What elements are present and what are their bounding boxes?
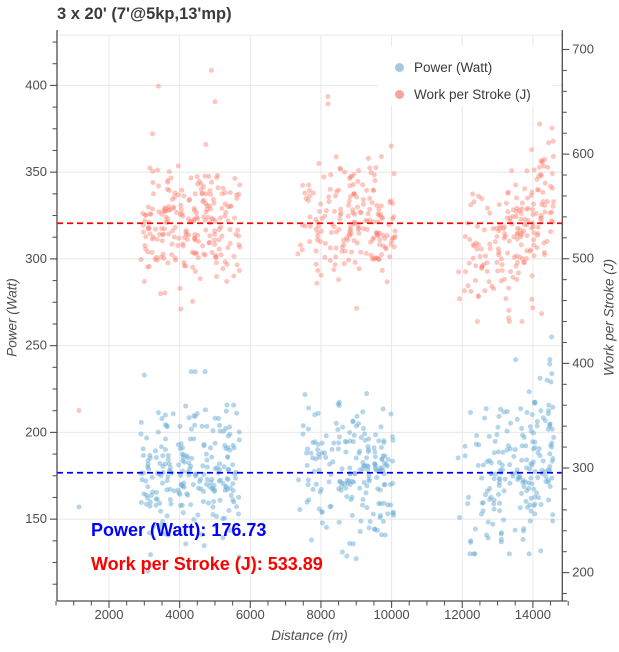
svg-text:700: 700: [572, 41, 594, 56]
svg-text:10000: 10000: [374, 607, 410, 622]
svg-text:12000: 12000: [444, 607, 480, 622]
svg-text:200: 200: [572, 565, 594, 580]
svg-text:600: 600: [572, 146, 594, 161]
svg-text:8000: 8000: [306, 607, 335, 622]
svg-text:400: 400: [572, 355, 594, 370]
svg-text:6000: 6000: [236, 607, 265, 622]
svg-text:200: 200: [25, 424, 47, 439]
svg-text:300: 300: [572, 460, 594, 475]
svg-text:350: 350: [25, 164, 47, 179]
svg-text:250: 250: [25, 338, 47, 353]
svg-text:4000: 4000: [165, 607, 194, 622]
svg-text:500: 500: [572, 251, 594, 266]
svg-text:2000: 2000: [95, 607, 124, 622]
svg-text:150: 150: [25, 511, 47, 526]
svg-text:400: 400: [25, 77, 47, 92]
svg-text:14000: 14000: [515, 607, 551, 622]
svg-text:300: 300: [25, 251, 47, 266]
